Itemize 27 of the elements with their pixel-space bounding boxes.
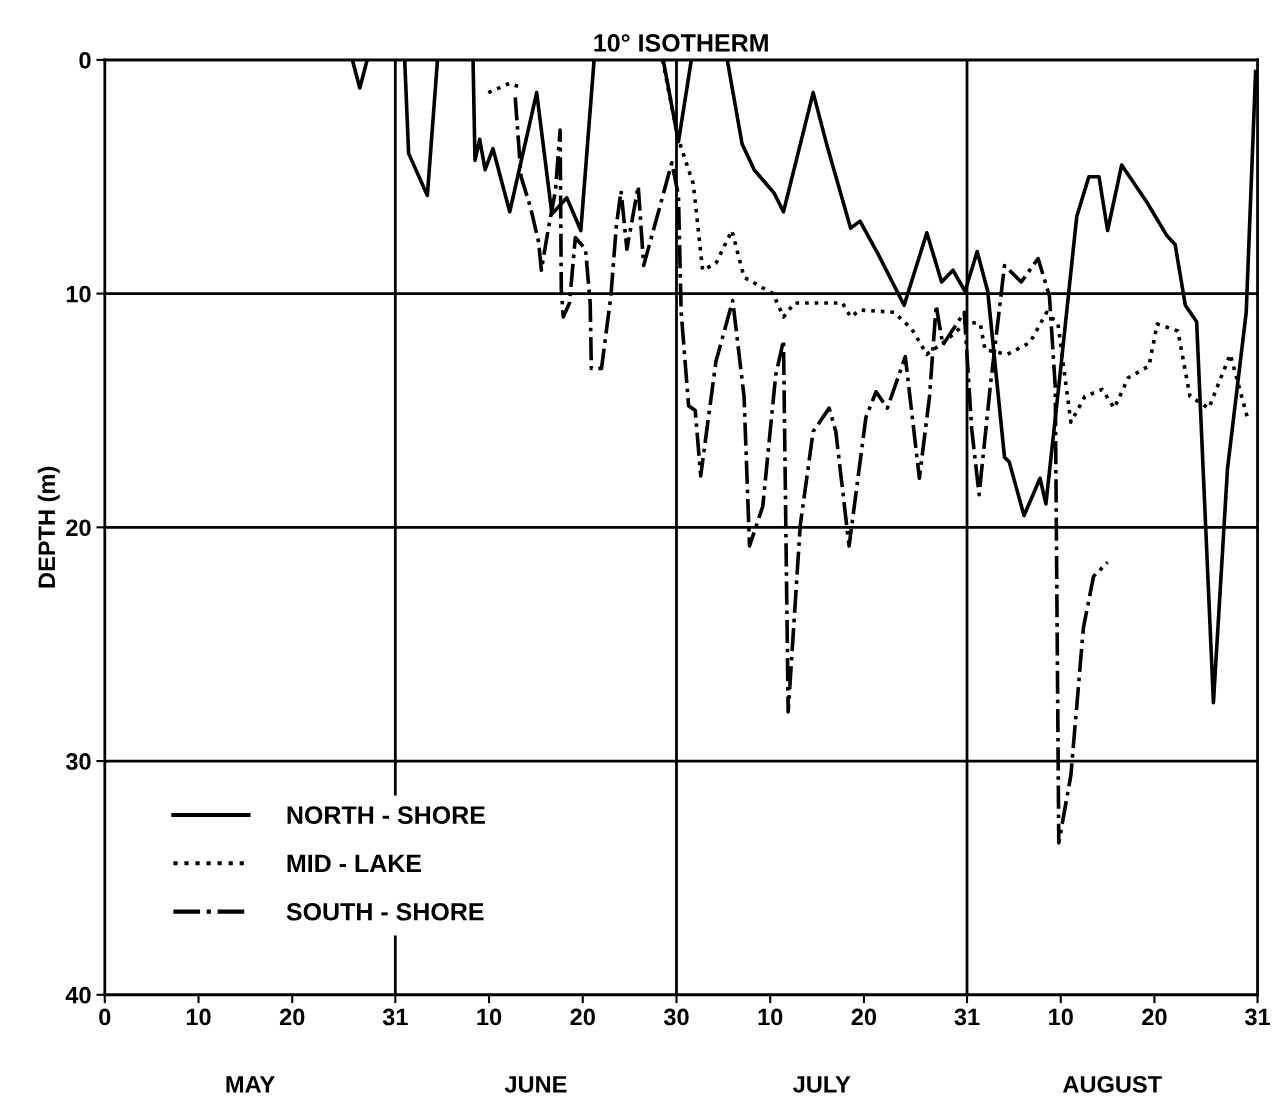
y-tick-label: 0 (79, 51, 91, 69)
text: JUNE (504, 1076, 567, 1093)
x-tick-label: 31 (382, 1008, 408, 1026)
x-tick-label: 20 (279, 1008, 305, 1026)
x-tick-label: 10 (477, 1008, 502, 1026)
x-tick-label: 0 (99, 1008, 111, 1026)
text: JULY (793, 1076, 851, 1093)
text: MAY (226, 1076, 275, 1093)
legend-label: MID - LAKE (287, 854, 422, 873)
x-tick-label: 31 (954, 1008, 980, 1026)
x-tick-label: 20 (570, 1008, 595, 1026)
y-tick-label: 20 (66, 519, 91, 537)
x-tick-label: 10 (186, 1008, 211, 1026)
x-tick-label: 10 (758, 1008, 783, 1026)
x-tick-label: 30 (663, 1008, 689, 1026)
text: AUGUST (1063, 1075, 1162, 1093)
y-tick-label: 30 (65, 753, 91, 770)
x-tick-label: 10 (1049, 1008, 1073, 1026)
x-tick-label: 31 (1244, 1008, 1271, 1026)
y-tick-label: 10 (66, 285, 91, 303)
x-tick-label: 20 (1142, 1008, 1167, 1026)
y-axis-title: DEPTH (m) (37, 466, 60, 588)
y-tick-label: 40 (65, 986, 91, 1004)
legend-label: SOUTH - SHORE (286, 902, 484, 921)
legend-label: NORTH - SHORE (287, 806, 485, 824)
x-tick-label: 20 (851, 1008, 877, 1026)
chart-title: 10° ISOTHERM (594, 34, 768, 52)
